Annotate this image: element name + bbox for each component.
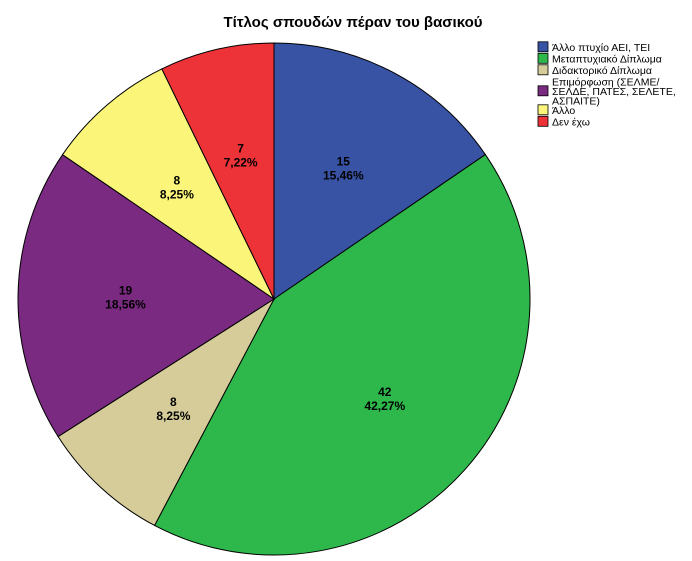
slice-percent-label: 18,56% bbox=[105, 298, 146, 312]
pie-slice bbox=[161, 42, 275, 300]
slice-count-label: 8 bbox=[170, 395, 177, 409]
legend-swatch bbox=[537, 85, 549, 97]
slice-percent-label: 7,22% bbox=[224, 155, 258, 169]
pie-slice bbox=[61, 68, 276, 301]
slice-labels: 1515,46%4242,27%88,25%1918,56%88,25%77,2… bbox=[105, 141, 405, 423]
legend-swatch bbox=[537, 52, 549, 64]
legend-label: Άλλο bbox=[552, 105, 575, 117]
legend-swatch bbox=[537, 41, 549, 53]
slice-count-label: 15 bbox=[337, 155, 351, 169]
slice-count-label: 19 bbox=[119, 284, 133, 298]
pie-slice bbox=[17, 153, 275, 438]
pie-slices bbox=[17, 42, 531, 556]
pie-slice bbox=[153, 153, 531, 556]
slice-count-label: 42 bbox=[378, 385, 392, 399]
legend-swatch bbox=[537, 64, 549, 76]
pie-slice bbox=[57, 297, 276, 527]
slice-percent-label: 8,25% bbox=[160, 188, 194, 202]
slice-percent-label: 15,46% bbox=[323, 169, 364, 183]
slice-count-label: 7 bbox=[237, 141, 244, 155]
legend-label: Διδακτορικό Δίπλωμα bbox=[552, 65, 652, 77]
chart-title: Τίτλος σπουδών πέραν του βασικού bbox=[224, 14, 483, 31]
pie-slice bbox=[273, 42, 487, 300]
legend-label: ΑΣΠΑΙΤΕ) bbox=[552, 96, 600, 108]
legend-swatch bbox=[537, 104, 549, 116]
legend-label: Επιμόρφωση (ΣΕΛΜΕ/ bbox=[552, 77, 659, 89]
legend-label: ΣΕΛΔΕ, ΠΑΤΕΣ, ΣΕΛΕΤΕ, bbox=[552, 86, 676, 98]
slice-percent-label: 8,25% bbox=[156, 409, 190, 423]
legend-label: Μεταπτυχιακό Δίπλωμα bbox=[552, 54, 662, 66]
slice-count-label: 8 bbox=[174, 174, 181, 188]
slice-percent-label: 42,27% bbox=[364, 399, 405, 413]
legend-label: Δεν έχω bbox=[552, 117, 590, 129]
legend-swatch bbox=[537, 115, 549, 127]
legend-label: Άλλο πτυχίο ΑΕΙ, ΤΕΙ bbox=[552, 42, 650, 54]
